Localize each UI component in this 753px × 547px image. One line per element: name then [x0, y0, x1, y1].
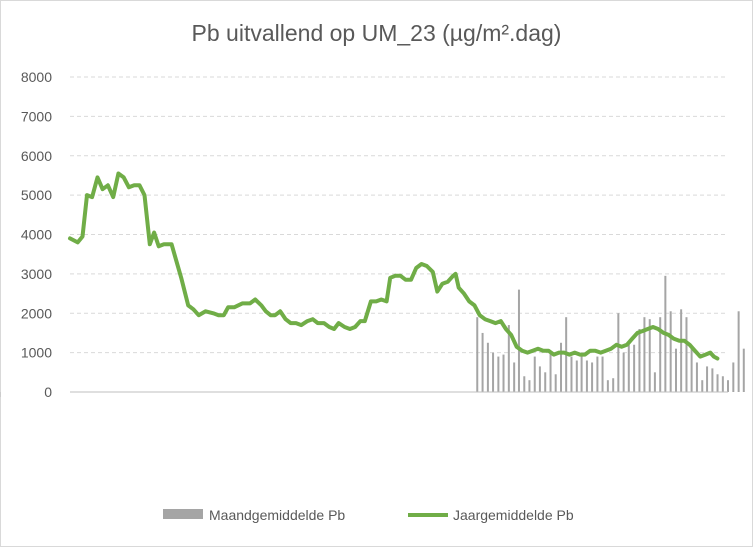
y-tick-label: 4000 — [21, 227, 52, 243]
monthly-bar — [533, 356, 536, 392]
monthly-bar — [732, 362, 735, 392]
monthly-bar — [497, 356, 500, 392]
monthly-bar — [513, 362, 516, 392]
y-tick-label: 8000 — [21, 69, 52, 85]
monthly-bar — [737, 311, 740, 392]
gridlines — [70, 76, 728, 354]
y-tick-label: 0 — [44, 384, 52, 400]
monthly-bar — [591, 362, 594, 392]
monthly-bar — [711, 368, 714, 392]
monthly-bar — [612, 378, 615, 392]
monthly-bar — [585, 360, 588, 392]
monthly-bar — [570, 356, 573, 392]
monthly-bar — [596, 356, 599, 392]
monthly-bar — [606, 380, 609, 392]
monthly-bar — [517, 289, 520, 392]
monthly-bar — [502, 354, 505, 392]
monthly-bar — [580, 354, 583, 392]
legend-line-label: Jaargemiddelde Pb — [453, 507, 574, 523]
monthly-bar — [544, 372, 547, 392]
monthly-bar — [554, 374, 557, 392]
y-tick-label: 7000 — [21, 108, 52, 124]
monthly-bar — [549, 352, 552, 392]
monthly-bar — [674, 348, 677, 392]
y-tick-label: 2000 — [21, 305, 52, 321]
monthly-bar — [701, 380, 704, 392]
monthly-bar — [695, 362, 698, 392]
monthly-bar — [742, 348, 745, 392]
chart-title: Pb uitvallend op UM_23 (µg/m².dag) — [191, 20, 562, 46]
y-axis-labels: 0 1000 2000 3000 4000 5000 6000 7000 8000 — [21, 69, 52, 400]
monthly-bar — [706, 366, 709, 392]
monthly-bar — [492, 352, 495, 392]
monthly-bar — [560, 342, 563, 392]
monthly-bar — [601, 356, 604, 392]
monthly-bar — [716, 374, 719, 392]
legend: Maandgemiddelde Pb Jaargemiddelde Pb — [163, 507, 574, 523]
monthly-bar — [633, 344, 636, 392]
monthly-bar — [507, 325, 510, 392]
annual-line — [68, 171, 720, 361]
monthly-bar — [643, 317, 646, 392]
y-tick-label: 1000 — [21, 345, 52, 361]
monthly-bar — [575, 360, 578, 392]
monthly-bar — [523, 376, 526, 392]
monthly-bar — [486, 342, 489, 392]
monthly-bar — [627, 344, 630, 392]
annual-average-line — [68, 171, 720, 361]
monthly-bar — [481, 332, 484, 392]
monthly-bars — [476, 275, 745, 392]
y-tick-label: 3000 — [21, 266, 52, 282]
legend-bar-label: Maandgemiddelde Pb — [209, 507, 345, 523]
monthly-bar — [721, 376, 724, 392]
monthly-bar — [669, 311, 672, 392]
monthly-bar — [685, 317, 688, 392]
legend-bar-swatch — [163, 509, 203, 519]
monthly-bar — [622, 352, 625, 392]
monthly-bar — [659, 317, 662, 392]
monthly-bar — [476, 317, 479, 392]
y-tick-label: 6000 — [21, 148, 52, 164]
monthly-bar — [617, 313, 620, 392]
monthly-bar — [528, 380, 531, 392]
y-tick-label: 5000 — [21, 187, 52, 203]
monthly-bar — [680, 309, 683, 392]
monthly-bar — [648, 319, 651, 392]
monthly-bar — [653, 372, 656, 392]
monthly-bar — [638, 329, 641, 392]
monthly-bar — [538, 366, 541, 392]
monthly-bar — [690, 346, 693, 392]
monthly-bar — [727, 380, 729, 392]
